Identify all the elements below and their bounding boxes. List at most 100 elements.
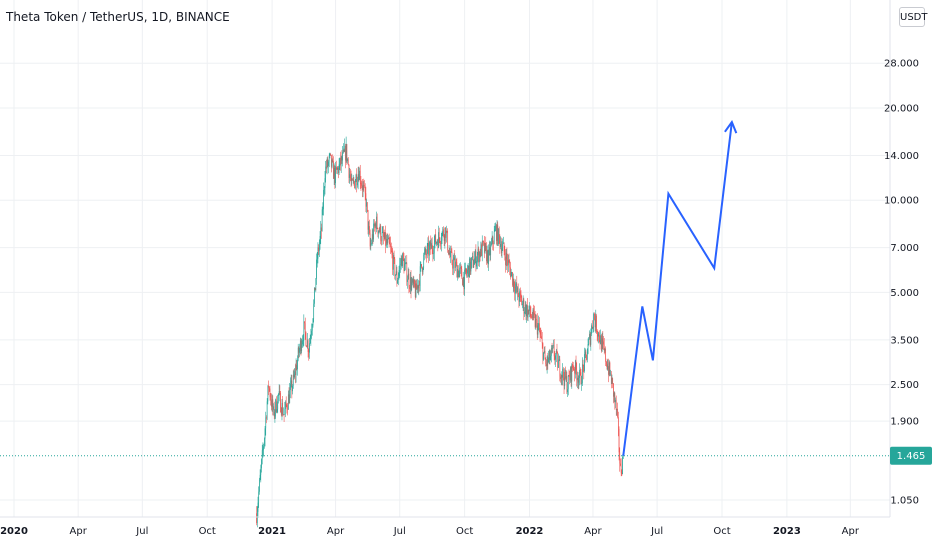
candle-body xyxy=(340,156,342,166)
candle-body xyxy=(562,368,563,378)
candle-body xyxy=(318,243,320,252)
candle-body xyxy=(462,278,463,286)
candle-body xyxy=(581,383,583,384)
candle-body xyxy=(603,344,605,351)
candle-body xyxy=(359,170,361,183)
candle-body xyxy=(270,397,272,401)
candle-body xyxy=(384,232,386,239)
candle-body xyxy=(472,256,474,268)
candle-body xyxy=(335,166,337,168)
candle-body xyxy=(569,376,571,381)
candle-body xyxy=(609,362,611,375)
candle-body xyxy=(536,319,538,335)
y-tick-label: 7.000 xyxy=(890,243,919,254)
candle-body xyxy=(476,261,477,267)
candle-body xyxy=(585,351,587,355)
candle-body xyxy=(597,334,599,337)
candle-body xyxy=(536,319,537,320)
candle-body xyxy=(466,272,468,274)
candle-body xyxy=(448,252,450,254)
candle-body xyxy=(303,321,305,341)
candle-body xyxy=(529,305,530,312)
time-axis[interactable]: 2020 Apr Jul Oct 2021 Apr Jul Oct 2022 Apr Jul Oct 2… xyxy=(0,526,860,537)
candle-body xyxy=(593,313,595,327)
candle-body xyxy=(365,193,367,207)
price-axis[interactable]: 28.000 20.000 14.000 10.000 7.000 5.000 3.500 2… xyxy=(884,59,919,507)
candle-body xyxy=(414,286,416,298)
candle-body xyxy=(608,366,609,375)
x-tick-label: 2020 xyxy=(0,526,28,537)
candle-body xyxy=(429,245,430,256)
candle-body xyxy=(509,262,511,268)
candle-body xyxy=(549,350,551,360)
candle-body xyxy=(510,272,512,278)
candle-body xyxy=(452,262,453,269)
current-price-value: 1.465 xyxy=(897,451,926,462)
candle-body xyxy=(485,243,487,247)
candle-body xyxy=(425,248,427,254)
candle-body xyxy=(424,248,426,253)
candle-body xyxy=(446,231,448,232)
candle-body xyxy=(429,241,431,246)
candle-body xyxy=(404,264,406,272)
candle-body xyxy=(580,372,582,384)
candle-body xyxy=(507,260,509,266)
candle-body xyxy=(376,216,378,229)
candle-body xyxy=(617,409,618,418)
candle-body xyxy=(479,251,481,257)
x-tick-label: 2022 xyxy=(516,526,544,537)
candle-body xyxy=(511,272,513,273)
candle-body xyxy=(476,255,478,262)
candle-body xyxy=(292,374,294,386)
candle-body xyxy=(411,282,413,291)
candle-body xyxy=(419,280,420,286)
candle-body xyxy=(351,179,353,181)
candle-body xyxy=(322,209,324,210)
candle-body xyxy=(619,452,621,464)
candle-body xyxy=(363,185,365,186)
candle-body xyxy=(328,155,330,162)
candle-body xyxy=(287,394,289,410)
candle-body xyxy=(400,257,402,265)
candle-body xyxy=(563,377,565,386)
candle-body xyxy=(331,159,333,167)
candle-body xyxy=(290,384,291,390)
candle-body xyxy=(528,309,530,312)
y-tick-label: 1.900 xyxy=(890,417,919,428)
candle-body xyxy=(275,399,277,412)
candle-body xyxy=(366,202,367,207)
candle-body xyxy=(330,154,332,167)
candle-body xyxy=(395,271,397,275)
candle-body xyxy=(478,248,480,263)
candle-body xyxy=(309,337,311,344)
candle-body xyxy=(576,369,578,381)
candle-body xyxy=(464,269,465,290)
candle-body xyxy=(307,340,309,352)
candle-body xyxy=(427,243,429,247)
candle-body xyxy=(614,393,616,403)
candle-body xyxy=(440,243,441,245)
candle-body xyxy=(450,251,452,252)
candle-body xyxy=(610,373,611,375)
candle-body xyxy=(555,350,557,356)
candle-body xyxy=(558,360,559,368)
candle-body xyxy=(353,179,355,182)
candle-body xyxy=(621,473,623,474)
projection-path xyxy=(622,121,733,456)
candlestick-series xyxy=(256,136,624,528)
candle-body xyxy=(574,369,575,374)
candle-body xyxy=(599,339,601,345)
candle-body xyxy=(622,456,623,474)
candle-body xyxy=(618,428,620,453)
candle-body xyxy=(346,144,348,162)
candle-body xyxy=(323,189,324,210)
candle-body xyxy=(596,332,598,335)
candle-body xyxy=(582,364,584,366)
candle-body xyxy=(290,380,292,385)
candle-body xyxy=(381,240,382,242)
candle-body xyxy=(494,229,496,232)
candle-body xyxy=(343,149,345,152)
candle-body xyxy=(267,385,269,402)
currency-unit-button[interactable]: USDT xyxy=(899,7,927,27)
